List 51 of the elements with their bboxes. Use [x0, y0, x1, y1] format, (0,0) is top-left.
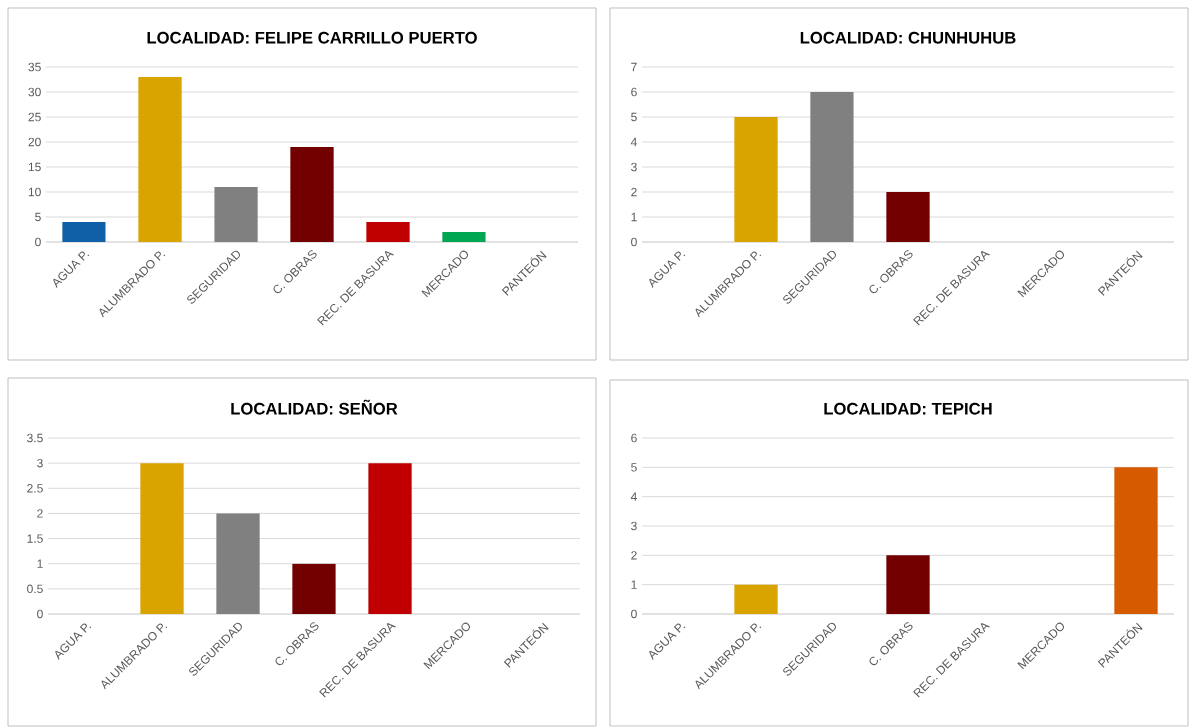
bar	[214, 187, 258, 242]
bar	[886, 192, 930, 242]
y-tick-label: 2.5	[27, 484, 43, 493]
y-tick-label: 1	[37, 559, 43, 568]
bar	[62, 222, 106, 242]
chart-title: LOCALIDAD: FELIPE CARRILLO PUERTO	[147, 31, 477, 44]
bar	[442, 232, 486, 242]
bar	[138, 77, 182, 242]
bar	[366, 222, 410, 242]
bar	[140, 463, 184, 614]
bar	[810, 92, 854, 242]
chart-title: LOCALIDAD: SEÑOR	[231, 399, 398, 415]
bar	[886, 555, 930, 614]
y-tick-label: 2	[631, 187, 637, 197]
bar	[734, 584, 778, 614]
y-tick-label: 2	[631, 551, 637, 560]
y-tick-label: 0	[631, 237, 637, 247]
y-tick-label: 35	[28, 62, 41, 72]
bar	[368, 463, 412, 614]
bar	[290, 147, 334, 242]
y-tick-label: 25	[28, 112, 41, 122]
y-tick-label: 0	[35, 237, 41, 247]
y-tick-label: 10	[28, 187, 41, 197]
y-tick-label: 5	[631, 463, 637, 472]
y-tick-label: 4	[630, 137, 637, 147]
y-tick-label: 3	[37, 458, 43, 468]
y-tick-label: 1	[631, 580, 637, 589]
bar	[216, 513, 260, 614]
y-tick-label: 4	[630, 492, 637, 501]
y-tick-label: 0.5	[27, 584, 43, 594]
y-tick-label: 2	[37, 509, 43, 518]
y-tick-label: 6	[631, 87, 637, 97]
y-tick-label: 3	[631, 521, 637, 531]
y-tick-label: 1	[631, 212, 637, 222]
bar	[1114, 467, 1158, 614]
y-tick-label: 5	[35, 212, 41, 222]
y-tick-label: 30	[28, 87, 41, 97]
y-tick-label: 0	[37, 609, 43, 619]
y-tick-label: 0	[631, 609, 637, 619]
y-tick-label: 3.5	[27, 433, 43, 443]
y-tick-label: 20	[28, 137, 41, 147]
y-tick-label: 15	[28, 162, 41, 172]
chart-title: LOCALIDAD: TEPICH	[824, 402, 992, 415]
bar	[292, 563, 336, 614]
y-tick-label: 7	[631, 62, 637, 72]
y-tick-label: 6	[631, 433, 637, 443]
bar	[734, 117, 778, 242]
chart-title: LOCALIDAD: CHUNHUHUB	[800, 31, 1016, 44]
y-tick-label: 3	[631, 162, 637, 172]
y-tick-label: 1.5	[27, 534, 43, 543]
y-tick-label: 5	[631, 112, 637, 122]
